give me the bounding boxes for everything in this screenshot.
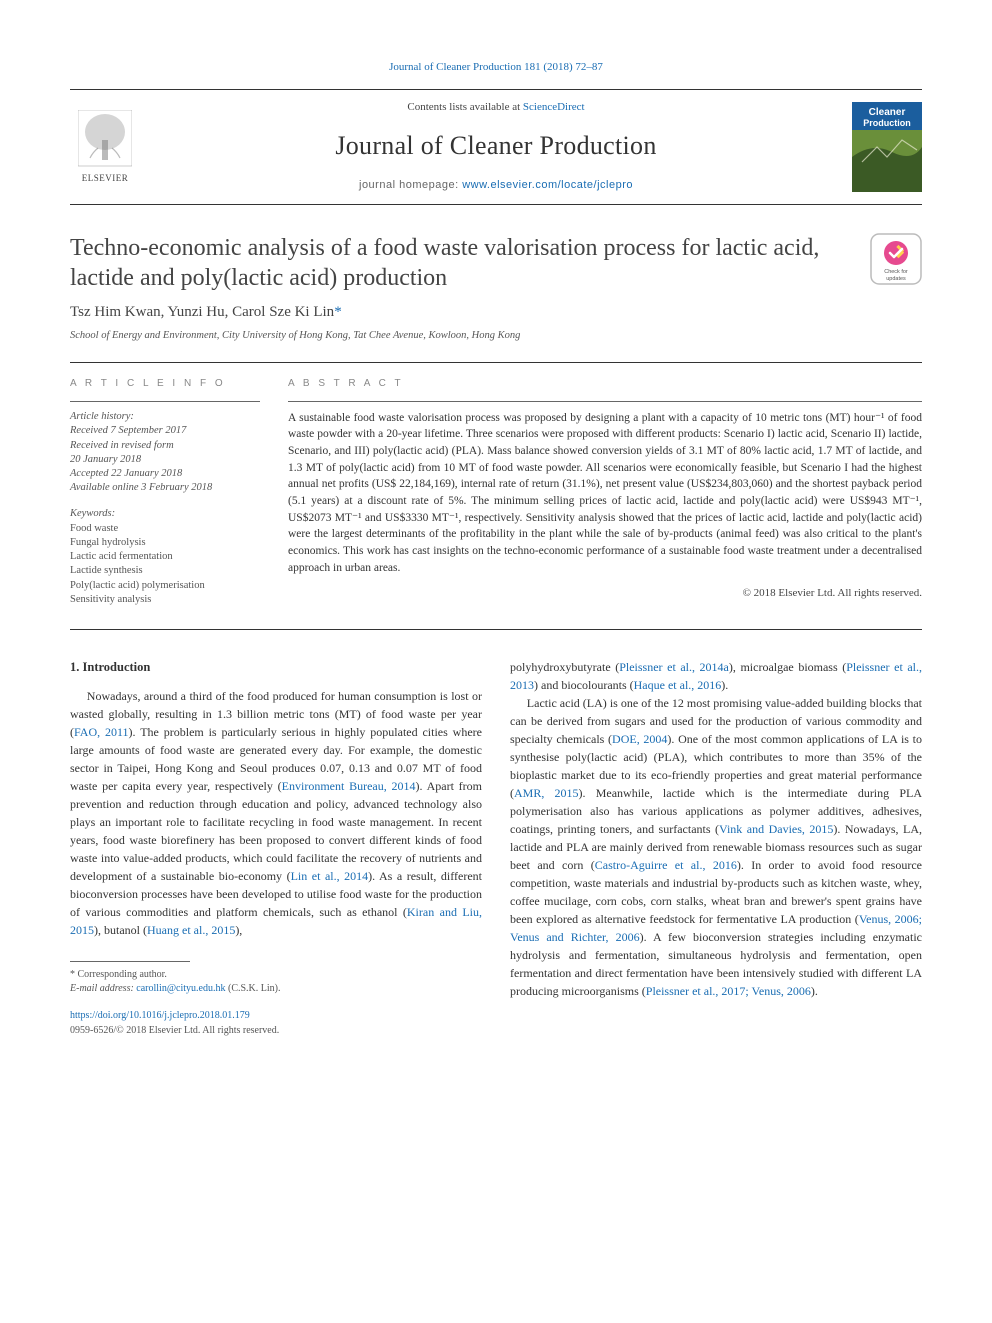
keyword: Poly(lactic acid) polymerisation (70, 579, 260, 593)
issn-line: 0959-6526/© 2018 Elsevier Ltd. All right… (70, 1023, 482, 1038)
article-info-column: a r t i c l e i n f o Article history: R… (70, 377, 260, 607)
keyword: Lactic acid fermentation (70, 550, 260, 564)
keyword: Sensitivity analysis (70, 593, 260, 607)
citation-link[interactable]: Lin et al., 2014 (291, 869, 369, 883)
history-item: Received 7 September 2017 (70, 424, 260, 438)
section-title-text: Introduction (83, 660, 151, 674)
keyword: Food waste (70, 522, 260, 536)
citation-link[interactable]: Castro-Aguirre et al., 2016 (595, 858, 737, 872)
footnote-separator (70, 961, 190, 962)
abstract-text: A sustainable food waste valorisation pr… (288, 410, 922, 577)
keyword: Lactide synthesis (70, 564, 260, 578)
history-item: Received in revised form (70, 439, 260, 453)
corresponding-marker[interactable]: * (334, 304, 342, 320)
homepage-link[interactable]: www.elsevier.com/locate/jclepro (462, 179, 633, 191)
citation-link[interactable]: Pleissner et al., 2014a (619, 660, 729, 674)
body-paragraph: polyhydroxybutyrate (Pleissner et al., 2… (510, 658, 922, 694)
article-info-rule (70, 401, 260, 402)
journal-reference: Journal of Cleaner Production 181 (2018)… (70, 60, 922, 75)
history-label: Article history: (70, 410, 260, 425)
abstract-rule (288, 401, 922, 402)
cover-title-bottom: Production (863, 118, 911, 128)
citation-link[interactable]: Haque et al., 2016 (634, 678, 722, 692)
authors-text: Tsz Him Kwan, Yunzi Hu, Carol Sze Ki Lin (70, 304, 334, 320)
citation-link[interactable]: FAO, 2011 (74, 725, 129, 739)
journal-header: ELSEVIER Contents lists available at Sci… (70, 89, 922, 204)
doi-link[interactable]: https://doi.org/10.1016/j.jclepro.2018.0… (70, 1010, 250, 1021)
journal-homepage-line: journal homepage: www.elsevier.com/locat… (156, 178, 836, 193)
section-number: 1. (70, 660, 79, 674)
corresponding-email-link[interactable]: carollin@cityu.edu.hk (136, 983, 225, 994)
citation-link[interactable]: Venus, 2006; Venus and Richter, 2006 (510, 912, 922, 944)
info-abstract-row: a r t i c l e i n f o Article history: R… (70, 363, 922, 629)
check-updates-badge[interactable]: Check for updates (870, 233, 922, 285)
history-item: Accepted 22 January 2018 (70, 467, 260, 481)
citation-link[interactable]: AMR, 2015 (514, 786, 579, 800)
authors: Tsz Him Kwan, Yunzi Hu, Carol Sze Ki Lin… (70, 302, 922, 323)
contents-line: Contents lists available at ScienceDirec… (156, 100, 836, 115)
svg-text:updates: updates (886, 276, 906, 282)
svg-text:Check for: Check for (884, 269, 908, 275)
elsevier-logo: ELSEVIER (70, 107, 140, 187)
body-column-left: 1. Introduction Nowadays, around a third… (70, 658, 482, 1038)
article-title: Techno-economic analysis of a food waste… (70, 233, 856, 294)
cover-icon: Cleaner Production (852, 102, 922, 192)
citation-link[interactable]: Huang et al., 2015 (147, 923, 235, 937)
history-item: 20 January 2018 (70, 453, 260, 467)
citation-link[interactable]: Vink and Davies, 2015 (719, 822, 833, 836)
divider-bottom (70, 629, 922, 630)
abstract-heading: a b s t r a c t (288, 377, 922, 391)
body-paragraph: Lactic acid (LA) is one of the 12 most p… (510, 694, 922, 1000)
elsevier-text: ELSEVIER (82, 172, 129, 185)
elsevier-tree-icon (78, 110, 132, 170)
journal-name: Journal of Cleaner Production (156, 128, 836, 164)
journal-ref-link[interactable]: Journal of Cleaner Production 181 (2018)… (389, 61, 603, 73)
journal-cover-thumbnail: Cleaner Production (852, 102, 922, 192)
email-suffix: (C.S.K. Lin). (225, 983, 280, 994)
keywords-label: Keywords: (70, 507, 260, 522)
body-paragraph: Nowadays, around a third of the food pro… (70, 687, 482, 939)
history-item: Available online 3 February 2018 (70, 481, 260, 495)
title-row: Techno-economic analysis of a food waste… (70, 233, 922, 294)
citation-link[interactable]: DOE, 2004 (612, 732, 667, 746)
body-column-right: polyhydroxybutyrate (Pleissner et al., 2… (510, 658, 922, 1038)
body-columns: 1. Introduction Nowadays, around a third… (70, 658, 922, 1038)
article-info-heading: a r t i c l e i n f o (70, 377, 260, 391)
corresponding-author: * Corresponding author. (70, 968, 482, 982)
citation-link[interactable]: Kiran and Liu, 2015 (70, 905, 482, 937)
journal-info: Contents lists available at ScienceDirec… (156, 100, 836, 193)
doi-line: https://doi.org/10.1016/j.jclepro.2018.0… (70, 1008, 482, 1023)
affiliation: School of Energy and Environment, City U… (70, 329, 922, 344)
citation-link[interactable]: Environment Bureau, 2014 (282, 779, 416, 793)
contents-text: Contents lists available at (407, 101, 522, 113)
cover-title-top: Cleaner (869, 107, 906, 118)
email-label: E-mail address: (70, 983, 136, 994)
section-title: 1. Introduction (70, 658, 482, 677)
sciencedirect-link[interactable]: ScienceDirect (523, 101, 585, 113)
homepage-label: journal homepage: (359, 179, 462, 191)
citation-link[interactable]: Pleissner et al., 2017; Venus, 2006 (646, 984, 811, 998)
abstract-column: a b s t r a c t A sustainable food waste… (288, 377, 922, 607)
abstract-copyright: © 2018 Elsevier Ltd. All rights reserved… (288, 586, 922, 601)
keyword: Fungal hydrolysis (70, 536, 260, 550)
crossmark-icon: Check for updates (870, 233, 922, 285)
corresponding-email-line: E-mail address: carollin@cityu.edu.hk (C… (70, 982, 482, 996)
